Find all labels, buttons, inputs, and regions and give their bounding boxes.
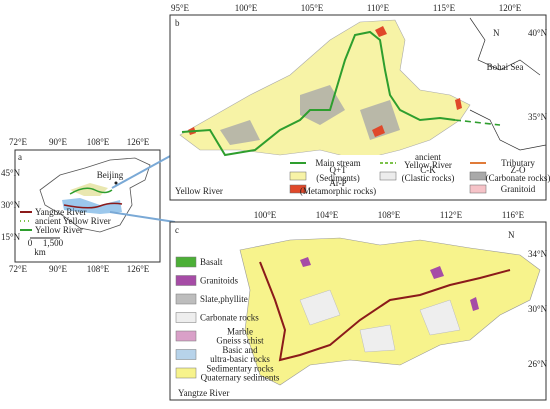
lon-label: 116°E: [502, 210, 525, 220]
lon-label: 126°E: [127, 137, 150, 147]
legend-swatch: [289, 184, 307, 194]
legend-label: Ar-P: [329, 178, 346, 188]
lon-label: 126°E: [127, 264, 150, 274]
legend-label: Quaternary sediments: [201, 373, 280, 383]
scale-label: km: [34, 247, 46, 257]
lon-label: 108°E: [87, 264, 110, 274]
lat-label: 30°N: [528, 304, 548, 314]
legend-label: Marble: [227, 327, 253, 337]
lat-label: 26°N: [528, 359, 548, 369]
lon-label: 72°E: [9, 264, 28, 274]
legend-label: Sedimentary rocks: [206, 364, 274, 374]
lon-label: 108°E: [87, 137, 110, 147]
legend-label: ancient Yellow River: [35, 216, 111, 226]
ancient-course: [454, 119, 501, 126]
lat-label: 35°N: [528, 112, 548, 122]
legend-swatch: [175, 293, 197, 305]
lon-label: 120°E: [499, 3, 522, 13]
lat-label: 15°N: [1, 232, 21, 242]
legend-swatch: [379, 171, 397, 181]
yangtze-main-stream: [259, 261, 511, 362]
north-label: N: [493, 28, 500, 38]
lat-label: 34°N: [528, 249, 548, 259]
yellow-main-stream: [181, 30, 456, 157]
legend-swatch: [175, 330, 197, 342]
north-label: N: [508, 230, 515, 240]
lon-label: 72°E: [9, 137, 28, 147]
legend-label: Q+T: [329, 165, 347, 175]
lat-label: 30°N: [1, 200, 21, 210]
legend-label: Tributary: [501, 158, 535, 168]
legend-label: C-K: [420, 165, 436, 175]
legend-label: Main stream: [315, 158, 360, 168]
yangtze-basin: [62, 198, 122, 214]
legend-swatch: [469, 184, 487, 194]
legend-label: Granitoid: [501, 184, 536, 194]
legend-label: Z-O: [511, 165, 526, 175]
arrow-b: [111, 154, 173, 189]
legend-swatch: [175, 275, 197, 286]
lon-label: 90°E: [49, 137, 68, 147]
legend-b-bg: [285, 155, 543, 197]
legend-label: ultra-basic rocks: [210, 354, 270, 364]
legend-label: Slate,phyllite: [200, 294, 248, 304]
lat-label: 40°N: [528, 28, 548, 38]
yellow-basin: [70, 183, 108, 196]
legend-label: Gneiss schist: [216, 336, 264, 346]
legend-label: (Metamorphic rocks): [300, 186, 376, 196]
legend-label: (Sediments): [316, 173, 360, 183]
legend-swatch: [469, 171, 487, 181]
lon-label: 115°E: [433, 3, 456, 13]
lon-label: 95°E: [171, 3, 190, 13]
legend-swatch: [175, 312, 197, 323]
lat-label: 45°N: [1, 168, 21, 178]
coastline: [469, 17, 547, 151]
sea-label: Bohai Sea: [487, 62, 524, 72]
legend-label: ancient: [415, 152, 441, 162]
beijing-dot: [114, 181, 118, 185]
panel-label: c: [175, 225, 179, 235]
scale-label: 0: [28, 238, 33, 248]
legend-label: Yellow River: [404, 160, 452, 170]
lon-label: 90°E: [49, 264, 68, 274]
lon-label: 110°E: [367, 3, 390, 13]
panel-label: b: [175, 18, 180, 28]
lon-label: 105°E: [301, 3, 324, 13]
lon-label: 104°E: [316, 210, 339, 220]
yangtze-line: [63, 202, 123, 209]
china-outline: [39, 157, 151, 233]
lon-label: 108°E: [378, 210, 401, 220]
yangtze-basin-c: [239, 237, 541, 386]
caption: Yellow River: [175, 186, 223, 196]
legend-label: (Clastic rocks): [402, 173, 455, 183]
caption: Yangtze River: [178, 388, 229, 398]
legend-swatch: [175, 256, 197, 268]
legend-label: Carbonate rocks: [200, 313, 259, 323]
lon-label: 100°E: [254, 210, 277, 220]
legend-label: (Carbonate rocks): [486, 173, 550, 183]
city-label: Beijing: [97, 170, 124, 180]
legend-swatch: [175, 367, 197, 379]
legend-swatch: [175, 349, 197, 360]
arrow-c: [109, 211, 176, 223]
yellow-line: [69, 187, 113, 195]
lon-label: 100°E: [235, 3, 258, 13]
legend-label: Basic and: [222, 345, 258, 355]
legend-swatch: [289, 171, 307, 181]
legend-label: Yellow River: [35, 225, 83, 235]
lon-label: 112°E: [440, 210, 463, 220]
granitoid-c: [300, 257, 479, 311]
legend-label: Yangtze River: [35, 207, 86, 217]
carbonate-c: [299, 289, 461, 353]
panel-label: a: [18, 152, 22, 162]
legend-label: Basalt: [200, 257, 223, 267]
legend-label: Granitoids: [200, 276, 238, 286]
scale-label: 1,500: [43, 238, 64, 248]
carbonate-blobs: [220, 85, 400, 145]
